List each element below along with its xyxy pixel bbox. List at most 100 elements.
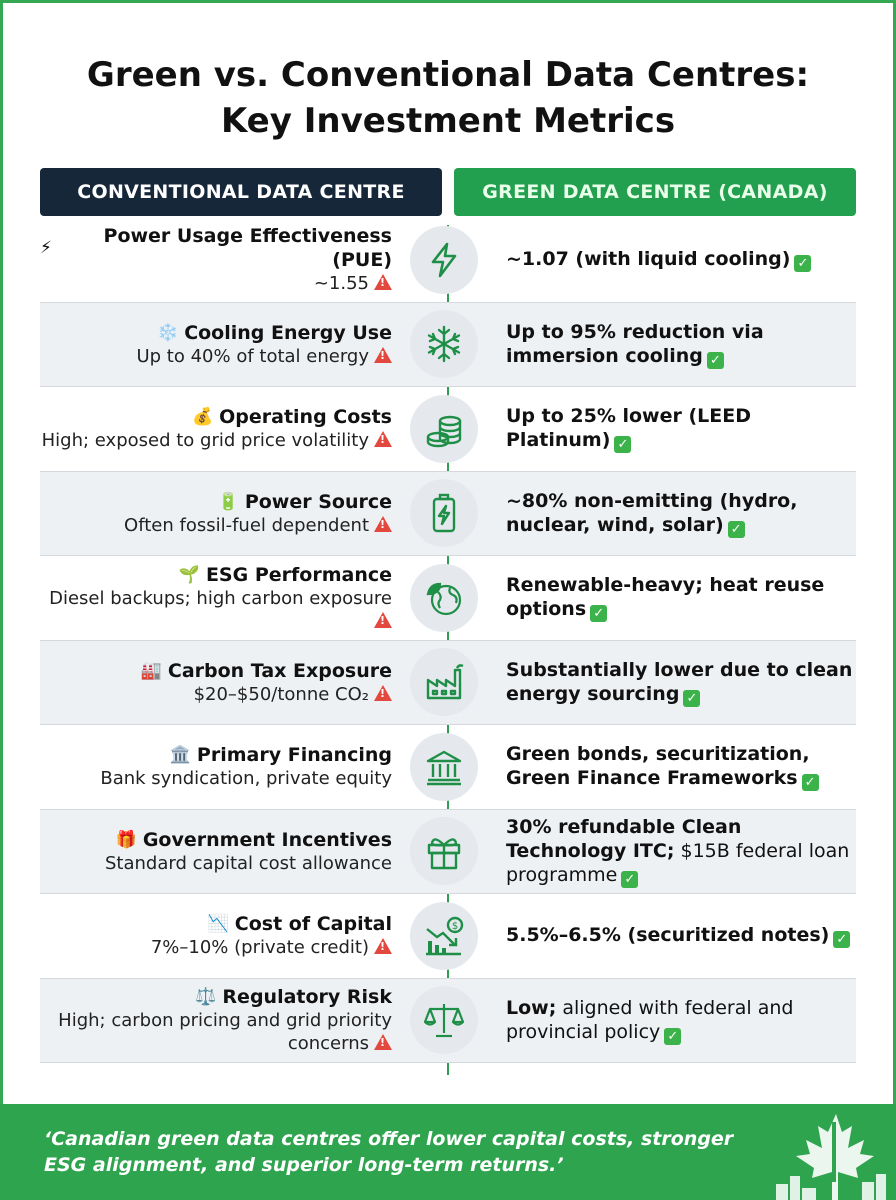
conventional-cell: ⚡ Power Usage Effectiveness (PUE) ~1.55	[40, 218, 392, 302]
metric-label: Cooling Energy Use	[184, 321, 392, 344]
green-value: 5.5%–6.5% (securitized notes) ✓	[506, 923, 851, 949]
conventional-value: $20–$50/tonne CO₂	[194, 683, 392, 706]
conventional-cell: 🏭 Carbon Tax Exposure $20–$50/tonne CO₂	[40, 641, 392, 725]
metric-label: ESG Performance	[205, 563, 392, 586]
green-cell: Up to 25% lower (LEED Platinum) ✓	[506, 387, 856, 471]
metric-name: ❄️ Cooling Energy Use	[157, 321, 392, 345]
metric-emoji-icon: 📉	[207, 914, 229, 935]
conventional-text: High; carbon pricing and grid priority c…	[58, 1010, 392, 1055]
conventional-cell: 📉 Cost of Capital 7%–10% (private credit…	[40, 894, 392, 978]
conventional-text: High; exposed to grid price volatility	[41, 430, 369, 452]
green-cell: 30% refundable Clean Technology ITC; $15…	[506, 810, 856, 894]
metric-emoji-icon: 🏛️	[169, 745, 191, 766]
checkmark-icon: ✓	[706, 351, 724, 369]
checkmark-icon: ✓	[590, 605, 608, 623]
conventional-value: Diesel backups; high carbon exposure	[40, 587, 392, 633]
metric-emoji-icon: ❄️	[157, 322, 179, 343]
metric-emoji-icon: 🔋	[217, 491, 239, 512]
green-value: ~80% non-emitting (hydro, nuclear, wind,…	[506, 489, 856, 538]
conventional-text: Standard capital cost allowance	[104, 852, 392, 874]
metric-label: Primary Financing	[196, 744, 392, 767]
conventional-cell: 🌱 ESG Performance Diesel backups; high c…	[40, 556, 392, 640]
checkmark-icon: ✓	[664, 1027, 682, 1045]
title-line-1: Green vs. Conventional Data Centres:	[86, 55, 810, 95]
metric-emoji-icon: ⚡	[40, 238, 52, 259]
metric-label: Carbon Tax Exposure	[167, 659, 392, 682]
conventional-cell: ❄️ Cooling Energy Use Up to 40% of total…	[40, 303, 392, 387]
lightning-icon	[410, 225, 478, 294]
conventional-cell: 🏛️ Primary Financing Bank syndication, p…	[40, 725, 392, 809]
conventional-text: Diesel backups; high carbon exposure	[49, 587, 392, 609]
conventional-cell: 🎁 Government Incentives Standard capital…	[40, 810, 392, 894]
green-value: Up to 25% lower (LEED Platinum) ✓	[506, 404, 856, 454]
green-cell: 5.5%–6.5% (securitized notes) ✓	[506, 894, 856, 978]
footer-quote: ‘Canadian green data centres offer lower…	[44, 1128, 734, 1176]
warning-icon	[374, 611, 392, 628]
metric-emoji-icon: 🏭	[140, 660, 162, 681]
table-row: 🔋 Power Source Often fossil-fuel depende…	[40, 471, 856, 556]
green-header: GREEN DATA CENTRE (CANADA)	[454, 168, 856, 216]
bank-icon	[410, 732, 478, 801]
conventional-cell: ⚖️ Regulatory Risk High; carbon pricing …	[40, 979, 392, 1063]
page-title: Green vs. Conventional Data Centres: Key…	[0, 52, 896, 144]
warning-icon	[374, 1034, 392, 1051]
warning-icon	[374, 431, 392, 448]
warning-icon	[374, 515, 392, 532]
metric-name: 🎁 Government Incentives	[116, 828, 392, 852]
metric-name: ⚡ Power Usage Effectiveness (PUE)	[40, 224, 392, 272]
conventional-value: High; carbon pricing and grid priority c…	[40, 1009, 392, 1055]
snowflake-icon	[410, 310, 478, 379]
warning-icon	[374, 938, 392, 955]
green-value: Low; aligned with federal and provincial…	[506, 996, 856, 1045]
green-text: ~1.07 (with liquid cooling)	[506, 248, 791, 271]
metric-label: Regulatory Risk	[222, 986, 392, 1009]
green-text: 5.5%–6.5% (securitized notes)	[506, 924, 830, 947]
metric-emoji-icon: 💰	[191, 407, 214, 428]
globe-leaf-icon	[410, 563, 478, 632]
metric-name: 🏛️ Primary Financing	[170, 743, 392, 767]
conventional-value: Standard capital cost allowance	[105, 852, 392, 875]
checkmark-icon: ✓	[727, 520, 745, 538]
green-value: 30% refundable Clean Technology ITC; $15…	[506, 815, 856, 888]
green-value: Up to 95% reduction via immersion coolin…	[506, 320, 856, 369]
metric-name: ⚖️ Regulatory Risk	[195, 985, 392, 1009]
checkmark-icon: ✓	[833, 931, 851, 949]
factory-icon	[410, 648, 478, 717]
table-row: ❄️ Cooling Energy Use Up to 40% of total…	[40, 302, 856, 387]
conventional-text: Bank syndication, private equity	[100, 768, 392, 790]
warning-icon	[374, 274, 392, 291]
green-text: Renewable-heavy; heat reuse options	[506, 574, 825, 621]
conventional-text: 7%–10% (private credit)	[150, 937, 369, 959]
conventional-text: Often fossil-fuel dependent	[124, 514, 369, 536]
gift-icon	[410, 817, 478, 886]
green-text-light: aligned with federal and provincial poli…	[506, 996, 794, 1043]
checkmark-icon: ✓	[683, 689, 701, 707]
conventional-text: $20–$50/tonne CO₂	[193, 683, 369, 705]
green-cell: ~80% non-emitting (hydro, nuclear, wind,…	[506, 472, 856, 556]
checkmark-icon: ✓	[794, 255, 812, 273]
green-text: Low;	[506, 996, 557, 1019]
green-text: Up to 25% lower (LEED Platinum)	[506, 405, 751, 452]
checkmark-icon: ✓	[621, 870, 639, 888]
chart-down-icon: $	[410, 901, 478, 970]
metric-label: Government Incentives	[142, 828, 392, 851]
conventional-cell: 💰 Operating Costs High; exposed to grid …	[40, 387, 392, 471]
green-text-light: $15B federal loan programme	[506, 839, 850, 886]
green-cell: Renewable-heavy; heat reuse options ✓	[506, 556, 856, 640]
scales-icon	[410, 986, 478, 1055]
table-row: 🌱 ESG Performance Diesel backups; high c…	[40, 556, 856, 641]
metric-name: 🌱 ESG Performance	[179, 563, 392, 587]
checkmark-icon: ✓	[614, 436, 632, 454]
table-row: 💰 Operating Costs High; exposed to grid …	[40, 387, 856, 472]
conventional-cell: 🔋 Power Source Often fossil-fuel depende…	[40, 472, 392, 556]
metric-emoji-icon: ⚖️	[195, 987, 217, 1008]
green-cell: ~1.07 (with liquid cooling) ✓	[506, 218, 856, 302]
conventional-text: Up to 40% of total energy	[136, 345, 369, 367]
comparison-table: ⚡ Power Usage Effectiveness (PUE) ~1.55 …	[40, 218, 856, 1063]
conventional-value: ~1.55	[314, 272, 392, 295]
green-text: ~80% non-emitting (hydro, nuclear, wind,…	[506, 489, 798, 536]
table-row: ⚡ Power Usage Effectiveness (PUE) ~1.55 …	[40, 218, 856, 303]
metric-name: 🏭 Carbon Tax Exposure	[141, 659, 392, 683]
metric-emoji-icon: 🌱	[178, 564, 200, 585]
